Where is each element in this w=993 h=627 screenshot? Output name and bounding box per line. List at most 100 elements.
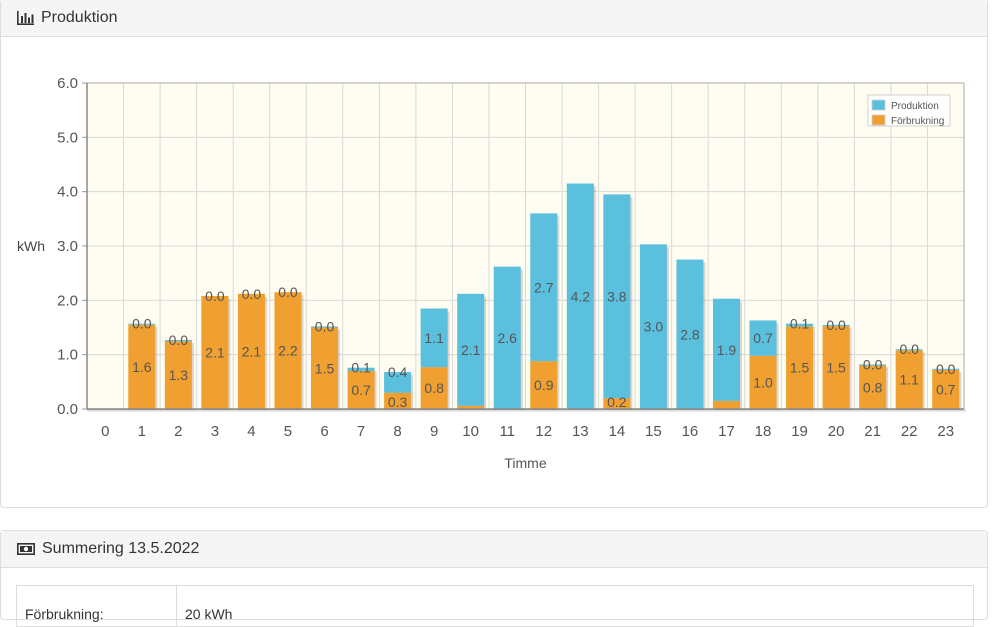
bar-forbrukning bbox=[164, 341, 192, 409]
summary-label: Förbrukning: bbox=[16, 585, 177, 627]
bar-forbrukning bbox=[859, 365, 887, 409]
data-label-forbrukning: 0.8 bbox=[424, 380, 444, 396]
bar-forbrukning bbox=[822, 325, 850, 409]
data-label-produktion: 3.0 bbox=[644, 319, 664, 335]
y-tick-label: 2.0 bbox=[57, 292, 78, 309]
bar-forbrukning bbox=[786, 326, 814, 409]
summary-value: 20 kWh bbox=[176, 585, 974, 627]
legend-swatch bbox=[871, 99, 886, 111]
data-label-produktion: 0.0 bbox=[863, 356, 883, 372]
bar-forbrukning bbox=[237, 293, 265, 409]
bar-produktion bbox=[676, 259, 704, 409]
y-tick-label: 6.0 bbox=[57, 75, 78, 92]
bar-produktion bbox=[384, 372, 412, 393]
x-tick-label: 4 bbox=[247, 423, 255, 440]
bar-produktion bbox=[822, 324, 850, 326]
bar-forbrukning bbox=[274, 292, 302, 409]
data-label-produktion: 2.6 bbox=[497, 330, 517, 346]
table-row: Förbrukning: 20 kWh bbox=[16, 585, 974, 627]
data-label-forbrukning: 0.2 bbox=[607, 394, 627, 410]
x-tick-label: 2 bbox=[174, 423, 182, 440]
production-panel: Produktion 0.0 1.0 2.0 3.0 4.0 5.0 6.0 1.6 0.0 1.… bbox=[0, 0, 988, 508]
data-label-produktion: 0.0 bbox=[899, 341, 919, 357]
data-label-produktion: 1.1 bbox=[424, 330, 444, 346]
bar-forbrukning bbox=[457, 405, 485, 409]
x-tick-label: 18 bbox=[755, 423, 772, 440]
production-panel-title: Produktion bbox=[41, 9, 118, 26]
x-tick-label: 3 bbox=[211, 423, 219, 440]
bar-produktion bbox=[859, 364, 887, 366]
legend-entry: Produktion bbox=[891, 101, 939, 112]
bar-produktion bbox=[128, 323, 156, 325]
y-tick-label: 5.0 bbox=[57, 129, 78, 146]
x-tick-label: 7 bbox=[357, 423, 365, 440]
x-tick-label: 10 bbox=[462, 423, 479, 440]
x-axis-label: Timme bbox=[504, 455, 546, 471]
summary-table: Förbrukning: 20 kWh bbox=[16, 585, 974, 627]
data-label-produktion: 0.0 bbox=[132, 316, 152, 332]
bar-produktion bbox=[493, 266, 521, 409]
money-icon bbox=[17, 543, 35, 555]
data-label-forbrukning: 1.3 bbox=[169, 367, 189, 383]
x-tick-label: 23 bbox=[937, 423, 954, 440]
data-label-produktion: 0.0 bbox=[169, 332, 189, 348]
data-label-forbrukning: 0.9 bbox=[534, 377, 554, 393]
bar-produktion bbox=[603, 194, 631, 399]
x-tick-label: 21 bbox=[864, 423, 881, 440]
data-label-forbrukning: 2.1 bbox=[205, 344, 225, 360]
data-label-produktion: 1.9 bbox=[717, 342, 737, 358]
x-tick-label: 1 bbox=[138, 423, 146, 440]
legend-swatch bbox=[871, 114, 886, 126]
x-tick-label: 14 bbox=[609, 423, 626, 440]
bar-forbrukning bbox=[128, 324, 156, 409]
data-label-produktion: 0.7 bbox=[753, 330, 773, 346]
bar-forbrukning bbox=[347, 370, 375, 409]
summary-panel-heading: Summering 13.5.2022 bbox=[1, 531, 987, 568]
bar-forbrukning bbox=[895, 350, 923, 409]
data-label-forbrukning: 0.8 bbox=[863, 379, 883, 395]
x-tick-label: 19 bbox=[791, 423, 808, 440]
bar-produktion bbox=[712, 298, 740, 401]
bar-forbrukning bbox=[384, 392, 412, 409]
summary-panel-title: Summering 13.5.2022 bbox=[42, 540, 200, 557]
bar-produktion bbox=[457, 293, 485, 406]
bar-produktion bbox=[164, 339, 192, 342]
data-label-forbrukning: 0.7 bbox=[351, 382, 371, 398]
data-label-produktion: 0.4 bbox=[388, 364, 408, 380]
y-tick-label: 3.0 bbox=[57, 238, 78, 255]
bar-forbrukning bbox=[603, 398, 631, 409]
data-label-produktion: 0.0 bbox=[205, 288, 225, 304]
x-tick-label: 15 bbox=[645, 423, 662, 440]
data-label-produktion: 2.8 bbox=[680, 326, 700, 342]
data-label-produktion: 3.8 bbox=[607, 288, 627, 304]
data-label-forbrukning: 2.1 bbox=[242, 343, 262, 359]
summary-panel: Summering 13.5.2022 Förbrukning: 20 kWh bbox=[0, 530, 988, 627]
x-tick-label: 12 bbox=[535, 423, 552, 440]
data-label-forbrukning: 0.3 bbox=[388, 394, 408, 410]
data-label-produktion: 0.0 bbox=[826, 317, 846, 333]
data-label-forbrukning: 1.0 bbox=[753, 374, 773, 390]
x-tick-label: 11 bbox=[499, 423, 515, 440]
x-tick-label: 22 bbox=[901, 423, 918, 440]
y-tick-label: 4.0 bbox=[57, 184, 78, 201]
data-label-forbrukning: 1.5 bbox=[826, 359, 846, 375]
data-label-produktion: 0.0 bbox=[315, 318, 335, 334]
x-tick-label: 6 bbox=[320, 423, 328, 440]
x-tick-label: 0 bbox=[101, 423, 109, 440]
data-label-forbrukning: 0.7 bbox=[936, 381, 956, 397]
bar-forbrukning bbox=[712, 400, 740, 409]
bar-produktion bbox=[895, 349, 923, 351]
data-label-produktion: 0.0 bbox=[278, 284, 298, 300]
data-label-produktion: 0.1 bbox=[351, 360, 371, 376]
data-label-produktion: 0.1 bbox=[790, 316, 810, 332]
production-panel-heading: Produktion bbox=[1, 0, 987, 37]
legend-entry: Förbrukning bbox=[891, 116, 944, 127]
x-tick-label: 16 bbox=[682, 423, 699, 440]
bar-forbrukning bbox=[530, 361, 558, 409]
x-tick-label: 9 bbox=[430, 423, 438, 440]
data-label-forbrukning: 1.5 bbox=[315, 360, 335, 376]
data-label-forbrukning: 1.1 bbox=[899, 372, 919, 388]
bar-produktion bbox=[639, 244, 667, 409]
bar-forbrukning bbox=[201, 295, 229, 409]
data-label-forbrukning: 1.6 bbox=[132, 359, 152, 375]
